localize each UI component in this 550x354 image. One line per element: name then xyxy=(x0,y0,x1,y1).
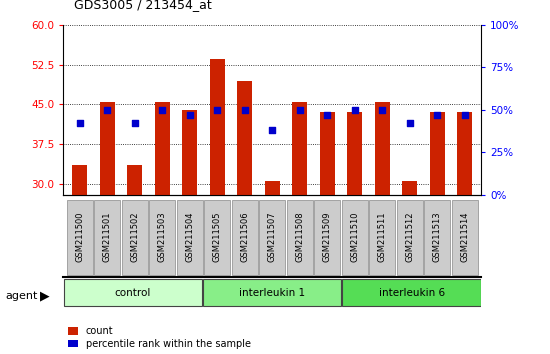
Text: ▶: ▶ xyxy=(40,289,49,302)
Text: GSM211503: GSM211503 xyxy=(158,212,167,263)
Text: control: control xyxy=(115,288,151,298)
FancyBboxPatch shape xyxy=(342,200,368,275)
Bar xyxy=(210,59,225,195)
Text: GSM211510: GSM211510 xyxy=(350,212,359,262)
Point xyxy=(185,112,194,118)
Point xyxy=(350,107,359,113)
Point xyxy=(405,120,414,126)
Point xyxy=(268,127,277,133)
Text: GSM211501: GSM211501 xyxy=(103,212,112,262)
Legend: count, percentile rank within the sample: count, percentile rank within the sample xyxy=(68,326,251,349)
Text: GSM211511: GSM211511 xyxy=(378,212,387,262)
FancyBboxPatch shape xyxy=(343,279,481,307)
Bar xyxy=(320,113,335,195)
Bar xyxy=(265,181,280,195)
FancyBboxPatch shape xyxy=(204,200,230,275)
Text: interleukin 6: interleukin 6 xyxy=(378,288,444,298)
Text: GSM211508: GSM211508 xyxy=(295,212,304,263)
Text: GSM211509: GSM211509 xyxy=(323,212,332,262)
Point xyxy=(158,107,167,113)
Point xyxy=(213,107,222,113)
Bar xyxy=(100,102,115,195)
FancyBboxPatch shape xyxy=(149,200,175,275)
FancyBboxPatch shape xyxy=(232,200,258,275)
Text: agent: agent xyxy=(6,291,38,301)
Bar xyxy=(402,181,417,195)
Text: interleukin 1: interleukin 1 xyxy=(239,288,305,298)
Point xyxy=(130,120,139,126)
Text: GSM211507: GSM211507 xyxy=(268,212,277,263)
Text: GSM211514: GSM211514 xyxy=(460,212,469,262)
FancyBboxPatch shape xyxy=(314,200,340,275)
Bar xyxy=(127,166,142,195)
FancyBboxPatch shape xyxy=(177,200,203,275)
Point xyxy=(103,107,112,113)
Text: GSM211505: GSM211505 xyxy=(213,212,222,262)
FancyBboxPatch shape xyxy=(424,200,450,275)
FancyBboxPatch shape xyxy=(369,200,395,275)
Bar xyxy=(292,102,307,195)
Bar xyxy=(237,81,252,195)
Point xyxy=(240,107,249,113)
FancyBboxPatch shape xyxy=(397,200,423,275)
FancyBboxPatch shape xyxy=(122,200,148,275)
Text: GSM211500: GSM211500 xyxy=(75,212,84,262)
FancyBboxPatch shape xyxy=(203,279,342,307)
FancyBboxPatch shape xyxy=(452,200,478,275)
Text: GSM211504: GSM211504 xyxy=(185,212,194,262)
Text: GSM211513: GSM211513 xyxy=(433,212,442,263)
Point xyxy=(433,112,442,118)
FancyBboxPatch shape xyxy=(64,279,202,307)
FancyBboxPatch shape xyxy=(287,200,313,275)
FancyBboxPatch shape xyxy=(94,200,120,275)
Bar xyxy=(72,166,87,195)
FancyBboxPatch shape xyxy=(259,200,285,275)
Text: GSM211502: GSM211502 xyxy=(130,212,139,262)
Point xyxy=(295,107,304,113)
Point xyxy=(75,120,84,126)
Point xyxy=(323,112,332,118)
Bar xyxy=(430,113,445,195)
Point xyxy=(460,112,469,118)
Point xyxy=(378,107,387,113)
Bar xyxy=(155,102,170,195)
Bar xyxy=(375,102,390,195)
FancyBboxPatch shape xyxy=(67,200,93,275)
Text: GDS3005 / 213454_at: GDS3005 / 213454_at xyxy=(74,0,212,11)
Bar xyxy=(347,113,362,195)
Bar xyxy=(457,113,472,195)
Bar xyxy=(182,110,197,195)
Text: GSM211512: GSM211512 xyxy=(405,212,414,262)
Text: GSM211506: GSM211506 xyxy=(240,212,249,263)
